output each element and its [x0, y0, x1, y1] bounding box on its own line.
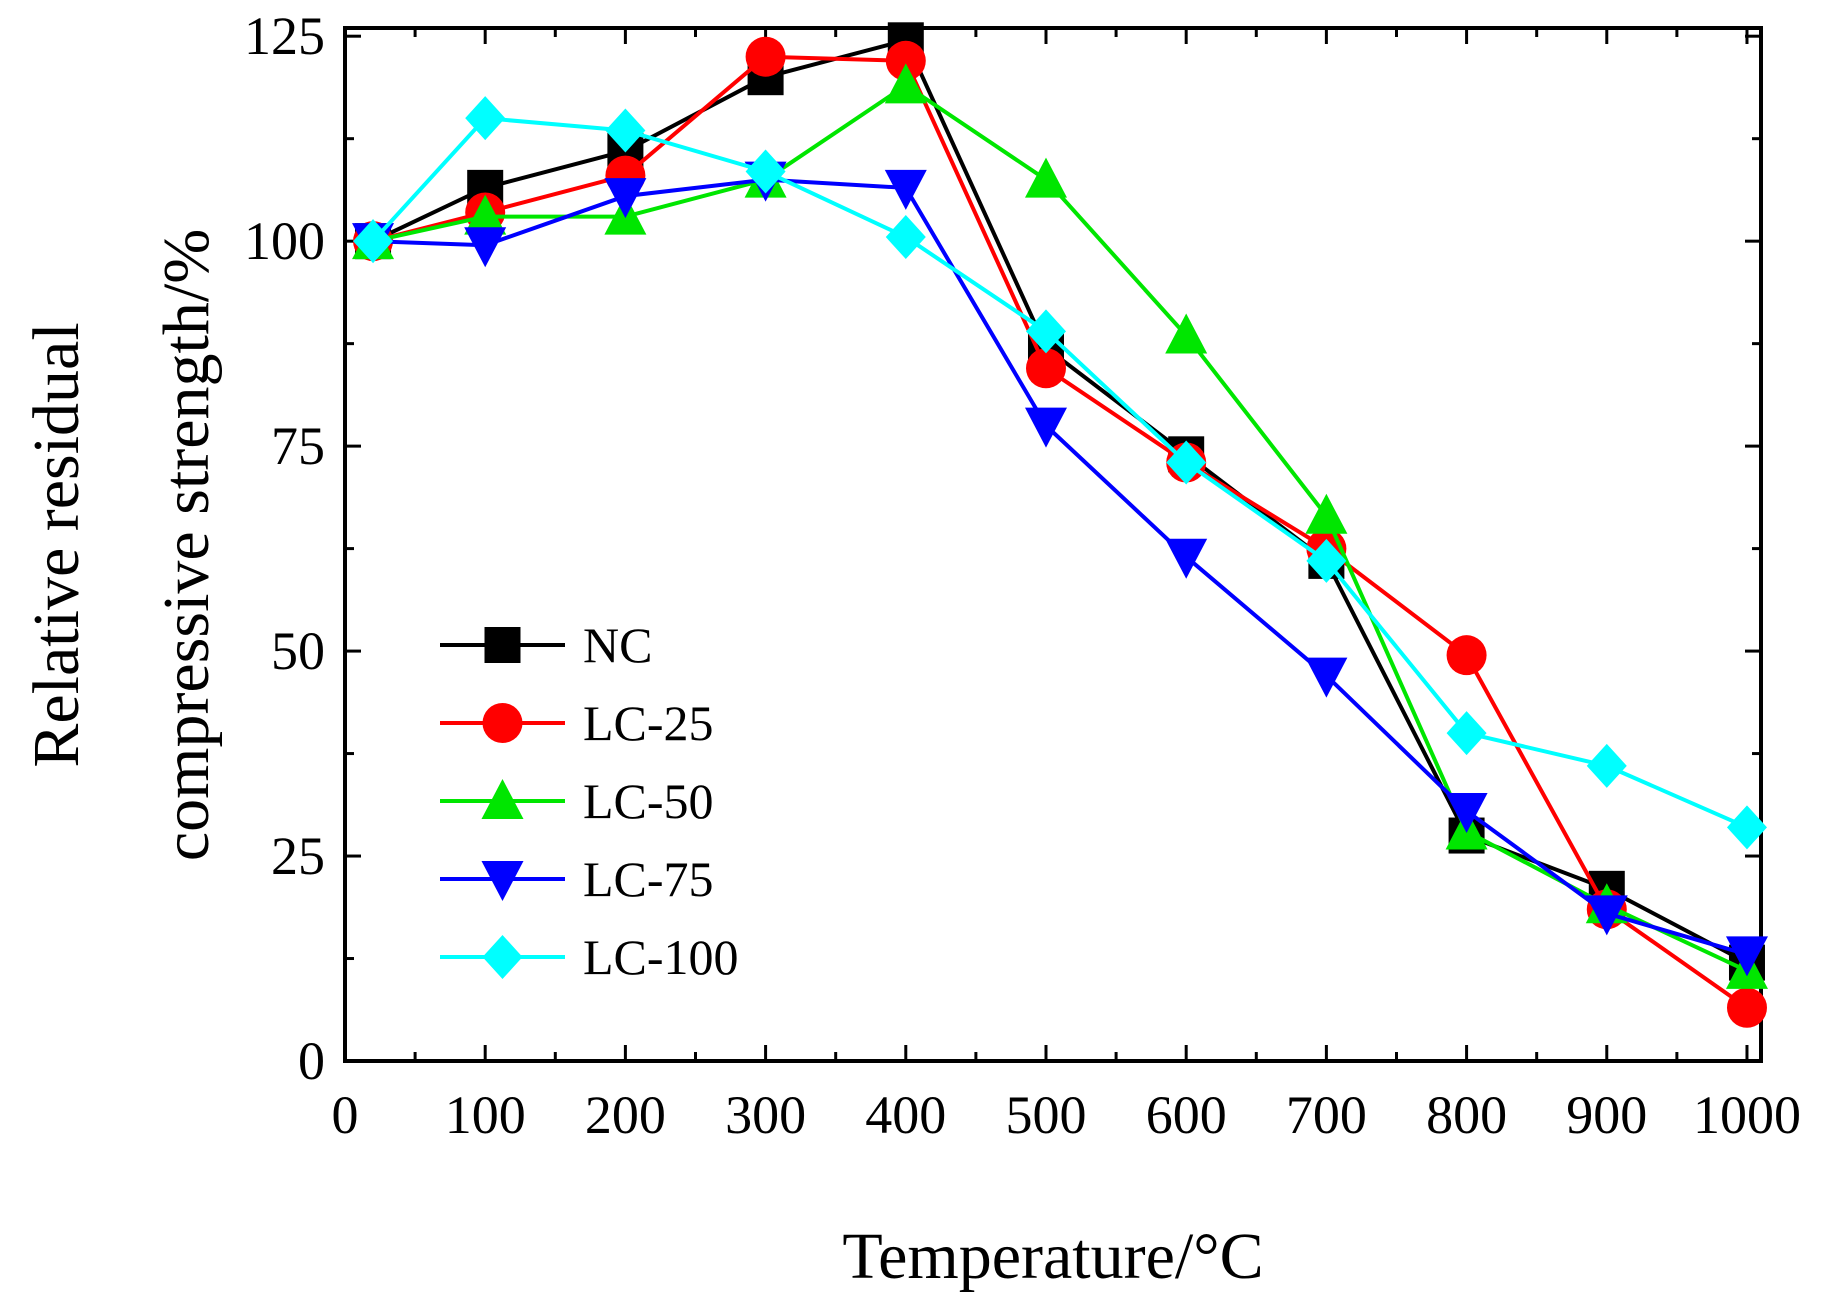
- y-tick-label: 25: [271, 826, 325, 886]
- y-axis-title-line-1: Relative residual: [20, 322, 93, 767]
- data-point: [745, 36, 786, 77]
- data-point: [464, 227, 507, 268]
- series-line: [371, 116, 1748, 830]
- data-point: [1024, 407, 1067, 448]
- data-point: [1305, 657, 1348, 698]
- y-tick-label: 50: [271, 621, 325, 681]
- x-tick-label: 500: [1005, 1085, 1086, 1145]
- legend-item: LC-25: [440, 695, 714, 751]
- y-tick-label: 125: [244, 6, 325, 66]
- x-tick-label: 900: [1566, 1085, 1647, 1145]
- data-point: [1585, 895, 1628, 936]
- series-layer: [352, 22, 1768, 1028]
- data-point: [1306, 538, 1347, 583]
- data-point: [604, 178, 647, 219]
- plot-frame: [343, 26, 1763, 1063]
- data-point: [745, 149, 786, 194]
- data-point: [1165, 538, 1208, 579]
- y-tick-label: 0: [298, 1031, 325, 1091]
- data-point: [1586, 743, 1627, 788]
- x-axis-title: Temperature/°C: [842, 1220, 1263, 1293]
- x-tick-label: 400: [865, 1085, 946, 1145]
- y-tick-label: 100: [244, 211, 325, 271]
- series-line: [372, 38, 1748, 965]
- legend-item: LC-75: [440, 851, 714, 907]
- legend-label: NC: [583, 617, 652, 673]
- x-tick-label: 700: [1286, 1085, 1367, 1145]
- series-lc-50: [352, 63, 1768, 989]
- data-point: [1166, 440, 1207, 485]
- legend: NC LC-25 LC-50 LC-75 LC-100: [440, 617, 739, 985]
- legend-marker: [482, 935, 523, 979]
- axis-ticks: 0 100 200 300 400 500 600 700 800 900 1000 0 25 50 75 1…: [244, 6, 1801, 1145]
- legend-marker: [482, 703, 523, 743]
- data-point: [1726, 987, 1767, 1028]
- data-point: [885, 215, 926, 260]
- x-tick-label: 300: [725, 1085, 806, 1145]
- data-point: [464, 194, 507, 235]
- legend-label: LC-75: [583, 851, 714, 907]
- series-nc: [355, 22, 1765, 981]
- data-point: [1725, 936, 1768, 977]
- legend-item: NC: [440, 617, 652, 673]
- legend-label: LC-50: [583, 773, 714, 829]
- data-point: [465, 96, 506, 141]
- x-tick-label: 0: [332, 1085, 359, 1145]
- data-point: [1445, 792, 1488, 833]
- y-tick-label: 75: [271, 416, 325, 476]
- data-point: [1726, 805, 1767, 850]
- legend-marker: [484, 627, 521, 663]
- data-point: [605, 108, 646, 153]
- legend-label: LC-25: [583, 695, 714, 751]
- x-tick-label: 1000: [1693, 1085, 1801, 1145]
- legend-item: LC-100: [440, 929, 739, 985]
- data-point: [1446, 635, 1487, 676]
- data-point: [884, 169, 927, 210]
- legend-label: LC-100: [583, 929, 739, 985]
- data-point: [1305, 493, 1348, 534]
- data-point: [1024, 157, 1067, 198]
- data-point: [353, 219, 394, 264]
- data-point: [1025, 309, 1066, 354]
- y-axis-title: Relative residual compressive strength/%: [20, 229, 223, 861]
- series-line: [372, 83, 1748, 973]
- data-point: [1165, 313, 1208, 354]
- x-tick-label: 200: [585, 1085, 666, 1145]
- legend-marker: [481, 779, 524, 819]
- data-point: [884, 63, 927, 104]
- data-point: [885, 40, 926, 81]
- legend-item: LC-50: [440, 773, 714, 829]
- x-tick-label: 800: [1426, 1085, 1507, 1145]
- x-tick-label: 100: [445, 1085, 526, 1145]
- data-point: [1446, 711, 1487, 756]
- series-lc-75: [352, 161, 1768, 977]
- series-lc-100: [353, 96, 1767, 850]
- x-tick-label: 600: [1146, 1085, 1227, 1145]
- data-point: [1025, 348, 1066, 389]
- legend-marker: [481, 861, 524, 901]
- y-axis-title-line-2: compressive strength/%: [150, 229, 223, 861]
- series-line: [372, 177, 1748, 957]
